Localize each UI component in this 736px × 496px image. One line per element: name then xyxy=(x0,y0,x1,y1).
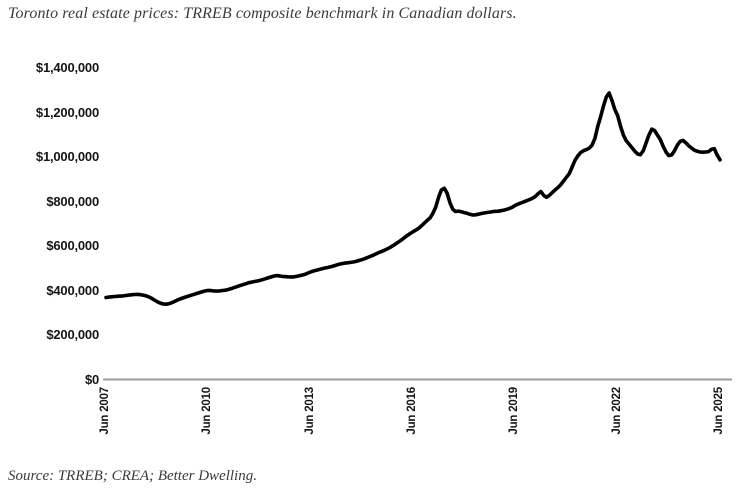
y-axis-label: $0 xyxy=(84,372,99,387)
y-axis-label: $1,200,000 xyxy=(35,104,99,120)
y-axis-label: $200,000 xyxy=(46,327,99,343)
x-axis-label: Jun 2013 xyxy=(303,387,316,435)
y-axis-label: $1,400,000 xyxy=(35,60,99,75)
page-title: Toronto real estate prices: TRREB compos… xyxy=(8,5,517,22)
x-axis-label: Jun 2016 xyxy=(406,387,418,435)
source-note: Source: TRREB; CREA; Better Dwelling. xyxy=(8,468,257,484)
y-axis-label: $800,000 xyxy=(46,193,99,209)
x-axis-label: Jun 2010 xyxy=(201,387,214,435)
x-axis-label: Jun 2019 xyxy=(508,387,521,435)
x-axis-label: Jun 2007 xyxy=(99,387,111,435)
y-axis-label: $600,000 xyxy=(46,238,99,254)
x-axis-label: Jun 2025 xyxy=(713,387,725,435)
x-axis-label: Jun 2022 xyxy=(610,387,623,435)
price-line xyxy=(104,91,722,307)
y-axis-label: $400,000 xyxy=(46,282,99,298)
y-axis-label: $1,000,000 xyxy=(35,149,99,165)
